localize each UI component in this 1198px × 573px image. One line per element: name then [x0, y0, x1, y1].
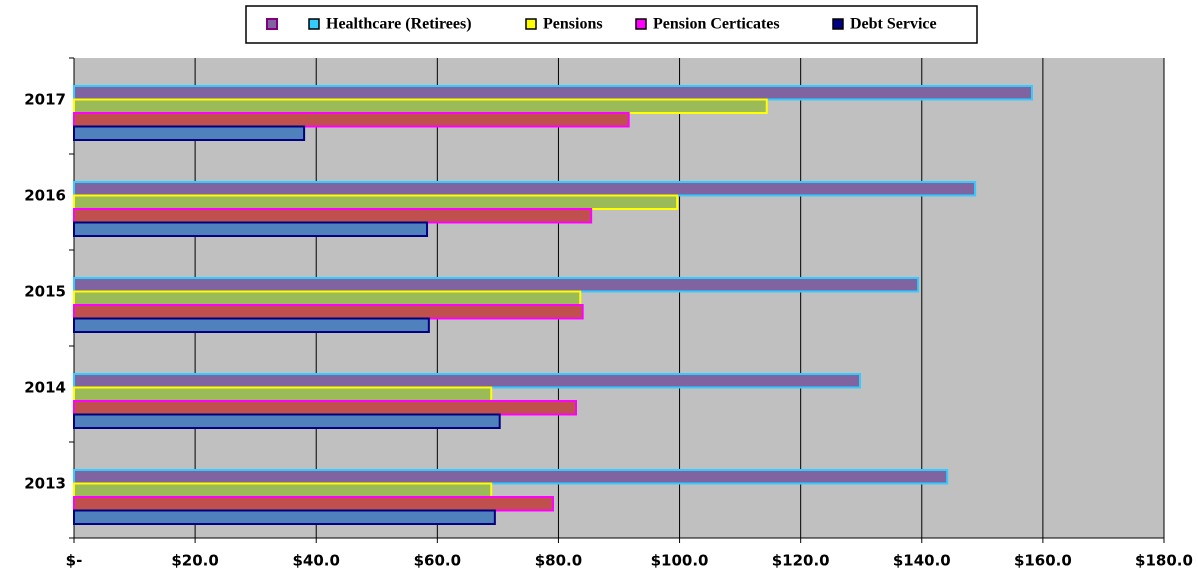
- bar: [73, 125, 306, 141]
- legend-label: Pension Certicates: [653, 16, 780, 33]
- x-tick-label: $20.0: [171, 552, 218, 570]
- bar: [73, 373, 862, 389]
- x-tick-label: $120.0: [772, 552, 830, 570]
- bar: [73, 277, 920, 293]
- x-tick-label: $140.0: [893, 552, 951, 570]
- x-tick-label: $60.0: [414, 552, 461, 570]
- bar: [73, 400, 578, 416]
- x-tick-label: $100.0: [651, 552, 709, 570]
- bar: [73, 509, 496, 525]
- legend-label: Pensions: [543, 16, 603, 33]
- legend-label: Healthcare (Retirees): [326, 16, 472, 33]
- bar: [73, 304, 584, 320]
- bar: [73, 386, 493, 402]
- bar: [73, 85, 1033, 101]
- bar: [73, 112, 630, 128]
- bar: [73, 290, 582, 306]
- y-tick-label: 2016: [24, 187, 66, 205]
- x-tick-label: $40.0: [292, 552, 339, 570]
- bar: [73, 98, 768, 114]
- bar: [73, 496, 554, 512]
- legend-marker: [832, 18, 844, 30]
- bar: [73, 181, 977, 197]
- x-tick-label: $-: [66, 552, 83, 570]
- x-tick-label: $80.0: [535, 552, 582, 570]
- y-tick-label: 2017: [24, 91, 66, 109]
- legend: [245, 5, 978, 44]
- bar: [73, 317, 430, 333]
- legend-label: Debt Service: [850, 16, 937, 33]
- x-tick-label: $180.0: [1135, 552, 1193, 570]
- bar: [73, 221, 429, 237]
- bar: [73, 482, 493, 498]
- y-tick-label: 2014: [24, 379, 66, 397]
- y-tick-label: 2013: [24, 475, 66, 493]
- bar: [73, 194, 679, 210]
- legend-marker: [266, 18, 278, 30]
- x-tick-label: $160.0: [1014, 552, 1072, 570]
- legend-marker: [635, 18, 647, 30]
- y-tick-label: 2015: [24, 283, 66, 301]
- legend-marker: [525, 18, 537, 30]
- bar: [73, 413, 501, 429]
- bar: [73, 469, 949, 485]
- legend-marker: [308, 18, 320, 30]
- bar: [73, 208, 593, 224]
